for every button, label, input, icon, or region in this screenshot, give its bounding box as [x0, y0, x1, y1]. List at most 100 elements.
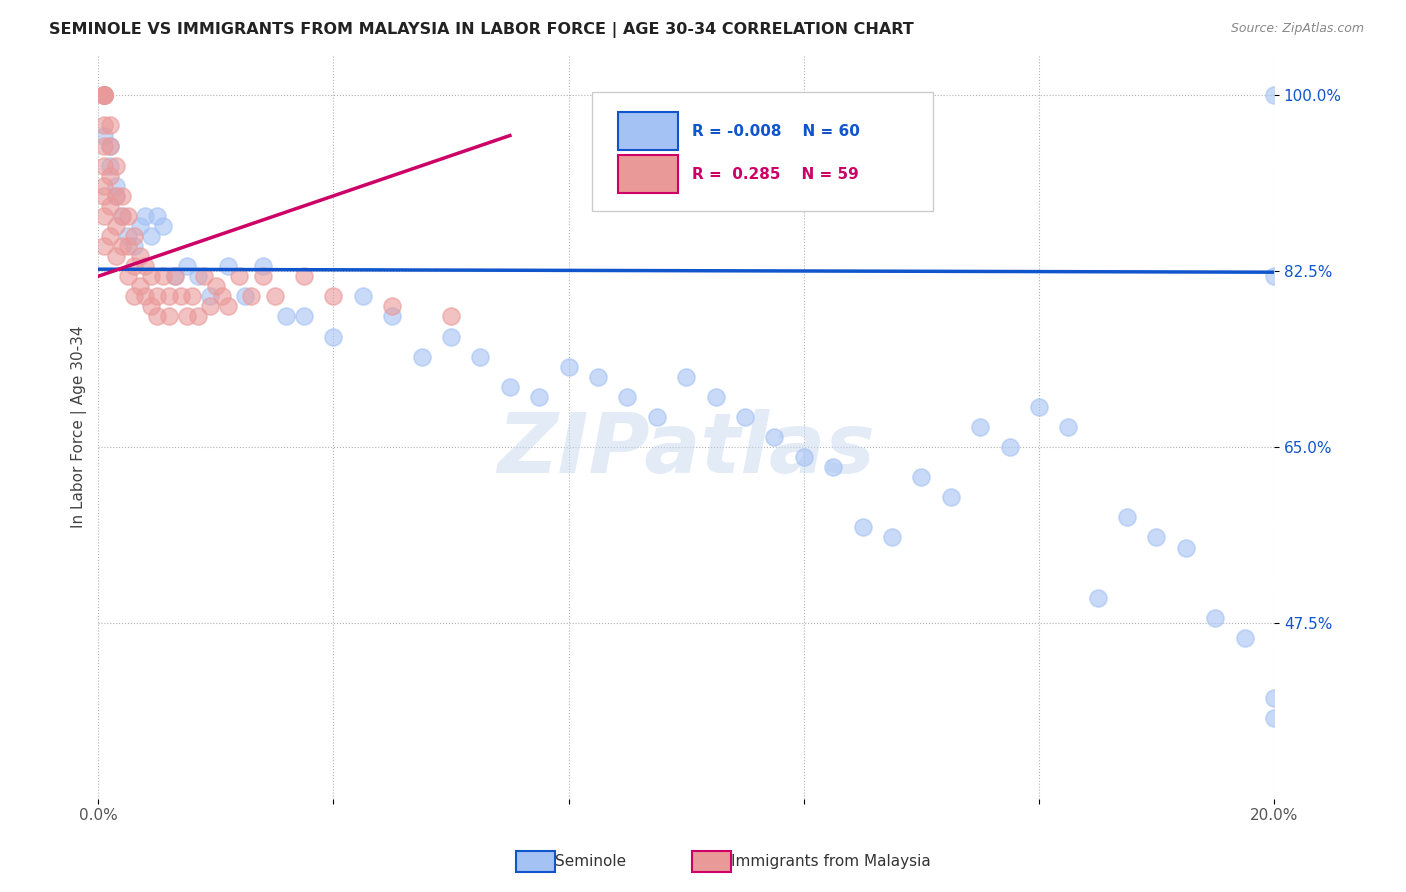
Point — [823, 460, 845, 475]
Text: R = -0.008    N = 60: R = -0.008 N = 60 — [692, 124, 860, 139]
Point — [176, 259, 198, 273]
Point — [104, 178, 127, 193]
Point — [104, 189, 127, 203]
Point — [616, 390, 638, 404]
Point — [93, 119, 115, 133]
Point — [939, 491, 962, 505]
Point — [98, 138, 121, 153]
Text: SEMINOLE VS IMMIGRANTS FROM MALAYSIA IN LABOR FORCE | AGE 30-34 CORRELATION CHAR: SEMINOLE VS IMMIGRANTS FROM MALAYSIA IN … — [49, 22, 914, 38]
Point — [292, 310, 315, 324]
Point — [128, 279, 150, 293]
Point — [98, 229, 121, 244]
Point — [152, 269, 174, 284]
Point — [381, 310, 404, 324]
Point — [104, 249, 127, 263]
Point — [969, 420, 991, 434]
Point — [98, 199, 121, 213]
Text: Source: ZipAtlas.com: Source: ZipAtlas.com — [1230, 22, 1364, 36]
Point — [111, 209, 134, 223]
Point — [98, 159, 121, 173]
Text: Immigrants from Malaysia: Immigrants from Malaysia — [731, 855, 931, 869]
Point — [141, 269, 163, 284]
FancyBboxPatch shape — [619, 155, 678, 193]
Point — [163, 269, 186, 284]
Point — [187, 269, 209, 284]
Point — [1263, 269, 1285, 284]
Point — [193, 269, 215, 284]
Point — [1174, 541, 1197, 555]
Point — [146, 289, 169, 303]
Point — [93, 178, 115, 193]
Text: R =  0.285    N = 59: R = 0.285 N = 59 — [692, 167, 859, 182]
Point — [322, 329, 344, 343]
Point — [146, 310, 169, 324]
Point — [98, 138, 121, 153]
Point — [157, 310, 180, 324]
Point — [880, 531, 903, 545]
Point — [141, 229, 163, 244]
Point — [104, 159, 127, 173]
Point — [211, 289, 233, 303]
Point — [734, 409, 756, 424]
Point — [98, 169, 121, 183]
Point — [1057, 420, 1080, 434]
Point — [93, 88, 115, 103]
Point — [117, 229, 139, 244]
Point — [198, 289, 221, 303]
Point — [1028, 400, 1050, 414]
Point — [1087, 591, 1109, 605]
Point — [381, 299, 404, 313]
Point — [93, 88, 115, 103]
Point — [205, 279, 228, 293]
Point — [163, 269, 186, 284]
Point — [93, 128, 115, 143]
Point — [93, 189, 115, 203]
Point — [440, 310, 463, 324]
Point — [276, 310, 298, 324]
Point — [93, 138, 115, 153]
Point — [122, 289, 145, 303]
Point — [557, 359, 579, 374]
Point — [134, 289, 156, 303]
Point — [411, 350, 433, 364]
Point — [198, 299, 221, 313]
Point — [134, 259, 156, 273]
Point — [1263, 691, 1285, 706]
Text: ZIPatlas: ZIPatlas — [498, 409, 875, 490]
Point — [645, 409, 668, 424]
Point — [322, 289, 344, 303]
Point — [529, 390, 551, 404]
Point — [169, 289, 191, 303]
Point — [228, 269, 250, 284]
Point — [240, 289, 263, 303]
Point — [141, 299, 163, 313]
Point — [763, 430, 786, 444]
Point — [586, 369, 609, 384]
Point — [93, 88, 115, 103]
Text: Seminole: Seminole — [555, 855, 627, 869]
Point — [1146, 531, 1168, 545]
Point — [176, 310, 198, 324]
Point — [98, 119, 121, 133]
FancyBboxPatch shape — [619, 112, 678, 151]
Point — [93, 88, 115, 103]
Point — [117, 269, 139, 284]
Point — [146, 209, 169, 223]
Point — [134, 209, 156, 223]
Point — [292, 269, 315, 284]
Point — [1204, 611, 1226, 625]
Point — [93, 88, 115, 103]
Point — [217, 299, 239, 313]
Point — [93, 209, 115, 223]
Point — [111, 189, 134, 203]
Point — [1233, 631, 1256, 645]
Point — [104, 189, 127, 203]
Point — [187, 310, 209, 324]
Point — [1116, 510, 1139, 524]
Y-axis label: In Labor Force | Age 30-34: In Labor Force | Age 30-34 — [72, 326, 87, 528]
FancyBboxPatch shape — [592, 92, 934, 211]
Point — [263, 289, 285, 303]
Point — [122, 239, 145, 253]
Point — [111, 239, 134, 253]
Point — [793, 450, 815, 464]
